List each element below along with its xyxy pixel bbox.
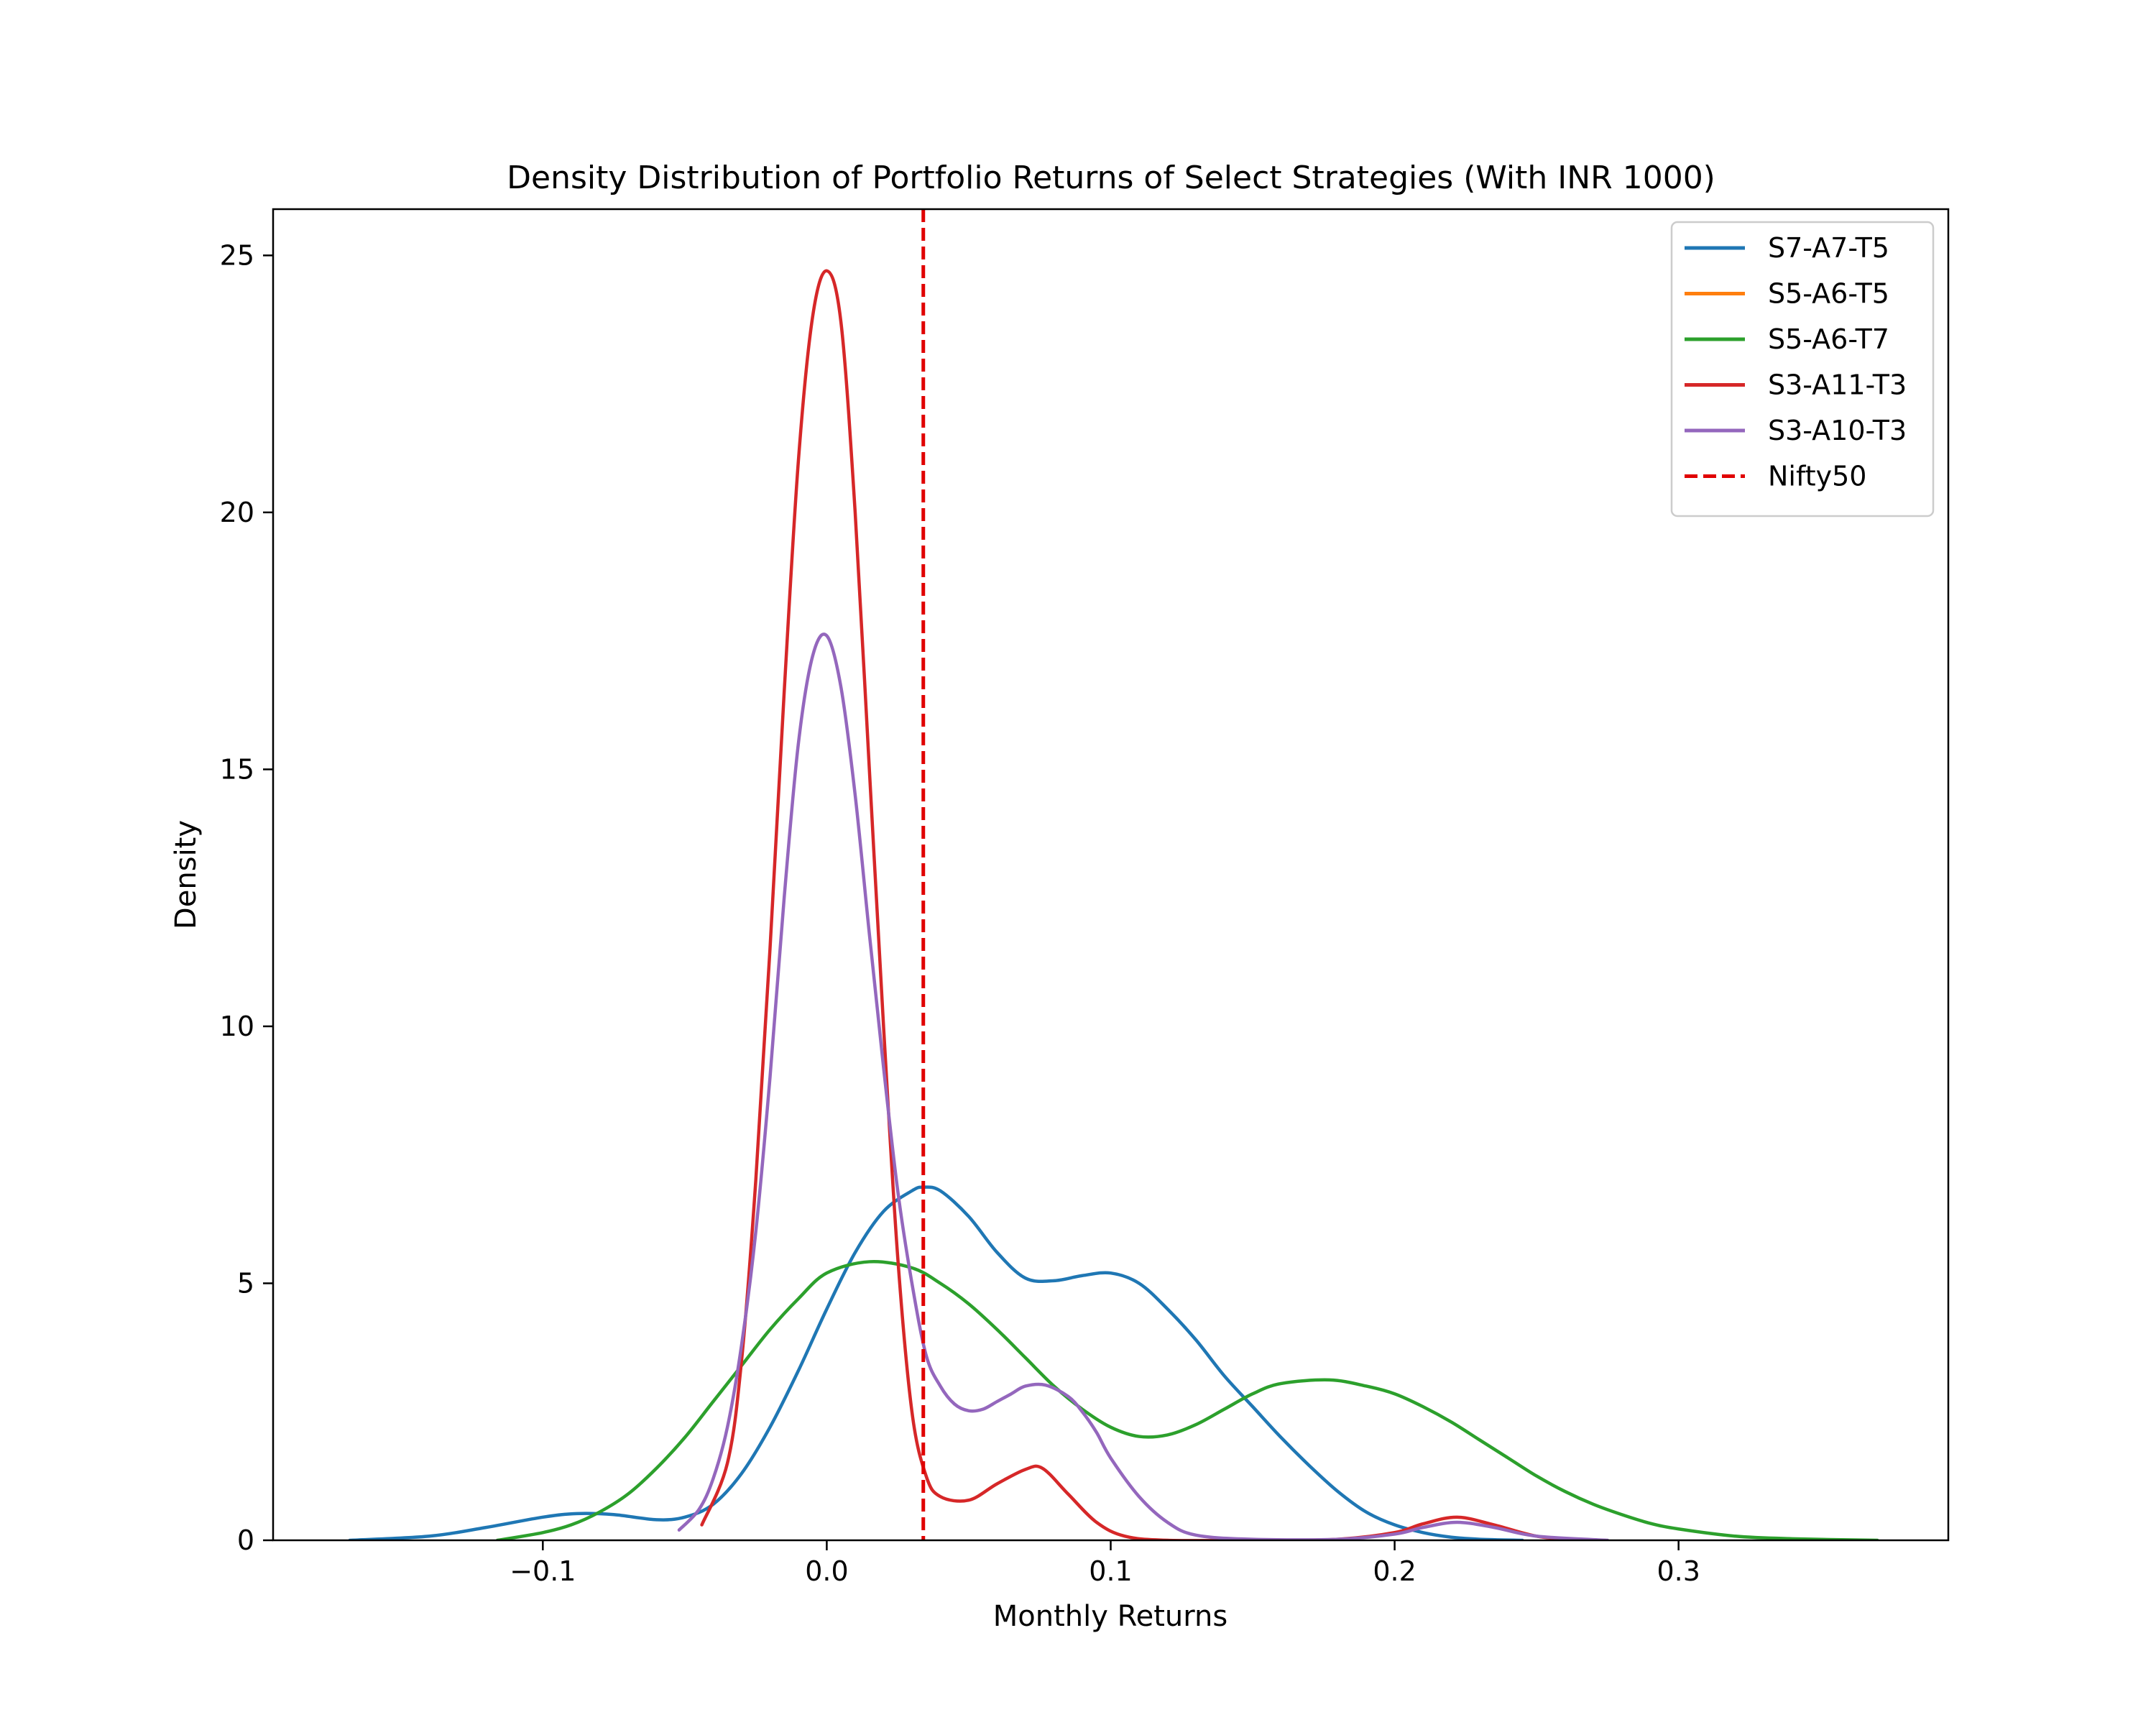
x-tick-label: 0.3	[1657, 1555, 1700, 1587]
legend-label-s3-a10-t3: S3-A10-T3	[1768, 415, 1907, 446]
legend-box	[1670, 221, 1935, 518]
chart-title: Density Distribution of Portfolio Return…	[507, 160, 1715, 196]
series-line-s5-a6-t7	[495, 1260, 1879, 1540]
x-tick-label: 0.1	[1089, 1555, 1132, 1587]
x-axis-label: Monthly Returns	[993, 1600, 1227, 1633]
y-tick-label: 10	[220, 1011, 254, 1042]
y-tick-label: 15	[220, 753, 254, 785]
y-axis-label: Density	[170, 820, 203, 929]
x-tick-label: 0.2	[1373, 1555, 1416, 1587]
x-tick-label: 0.0	[805, 1555, 848, 1587]
legend-label-nifty50: Nifty50	[1768, 461, 1866, 492]
y-tick-label: 0	[237, 1524, 254, 1556]
legend: S7-A7-T5 S5-A6-T5 S5-A6-T7 S3-A11-T3 S3-A10-…	[1670, 221, 1935, 518]
series-line-s7-a7-t5	[348, 1185, 1524, 1540]
y-axis-ticks: 0 5 10 15 20 25	[220, 239, 273, 1556]
legend-label-s5-a6-t5: S5-A6-T5	[1768, 278, 1889, 310]
legend-label-s5-a6-t7: S5-A6-T7	[1768, 323, 1889, 355]
series-line-s3-a10-t3	[677, 632, 1610, 1540]
x-tick-label: −0.1	[510, 1555, 576, 1587]
y-tick-label: 5	[237, 1267, 254, 1299]
legend-label-s3-a11-t3: S3-A11-T3	[1768, 369, 1907, 401]
y-tick-label: 25	[220, 239, 254, 271]
x-axis-ticks: −0.1 0.0 0.1 0.2 0.3	[510, 1540, 1700, 1587]
y-tick-label: 20	[220, 497, 254, 528]
legend-label-s7-a7-t5: S7-A7-T5	[1768, 232, 1889, 264]
